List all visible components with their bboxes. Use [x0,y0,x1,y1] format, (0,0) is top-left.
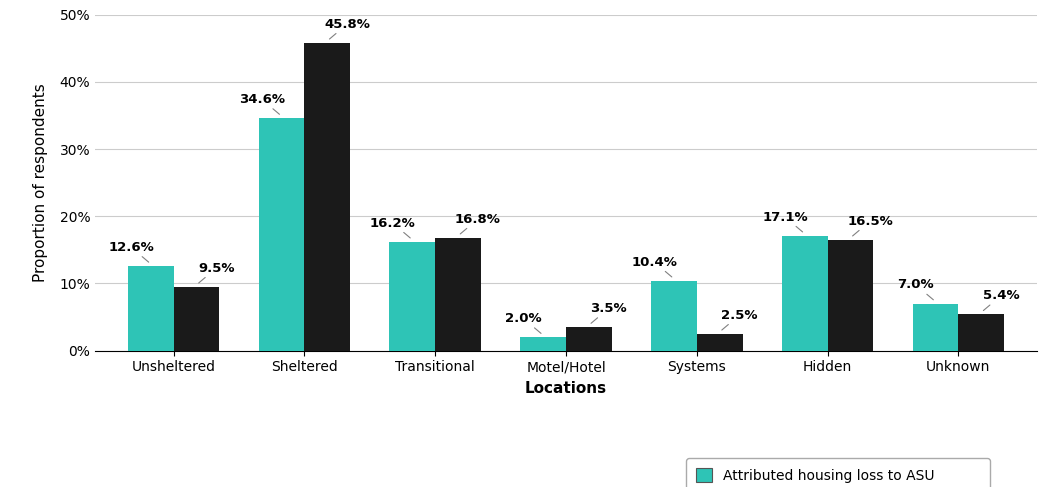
Bar [651,281,697,351]
Text: 16.8%: 16.8% [455,213,500,234]
Legend: Attributed housing loss to ASU, Did not attribute housing loss to ASU: Attributed housing loss to ASU, Did not … [686,458,990,487]
Text: 3.5%: 3.5% [590,302,626,323]
Text: 12.6%: 12.6% [108,241,154,262]
Bar [259,118,305,351]
Text: 7.0%: 7.0% [897,279,934,300]
Bar [521,337,566,351]
X-axis label: Locations: Locations [525,381,607,396]
Text: 9.5%: 9.5% [198,262,235,283]
Text: 16.2%: 16.2% [370,217,416,238]
Bar [827,240,873,351]
Bar [697,334,743,351]
Bar [435,238,481,351]
Bar [389,242,435,351]
Y-axis label: Proportion of respondents: Proportion of respondents [34,83,49,282]
Text: 16.5%: 16.5% [847,215,893,236]
Bar [174,287,219,351]
Text: 2.5%: 2.5% [722,309,758,330]
Text: 45.8%: 45.8% [324,18,370,39]
Bar [913,303,959,351]
Text: 5.4%: 5.4% [983,289,1019,311]
Bar [959,314,1004,351]
Text: 10.4%: 10.4% [632,256,677,277]
Text: 17.1%: 17.1% [762,210,808,232]
Text: 2.0%: 2.0% [506,312,542,334]
Bar [566,327,612,351]
Bar [128,266,174,351]
Bar [305,43,350,351]
Text: 34.6%: 34.6% [239,93,285,114]
Bar [782,236,827,351]
